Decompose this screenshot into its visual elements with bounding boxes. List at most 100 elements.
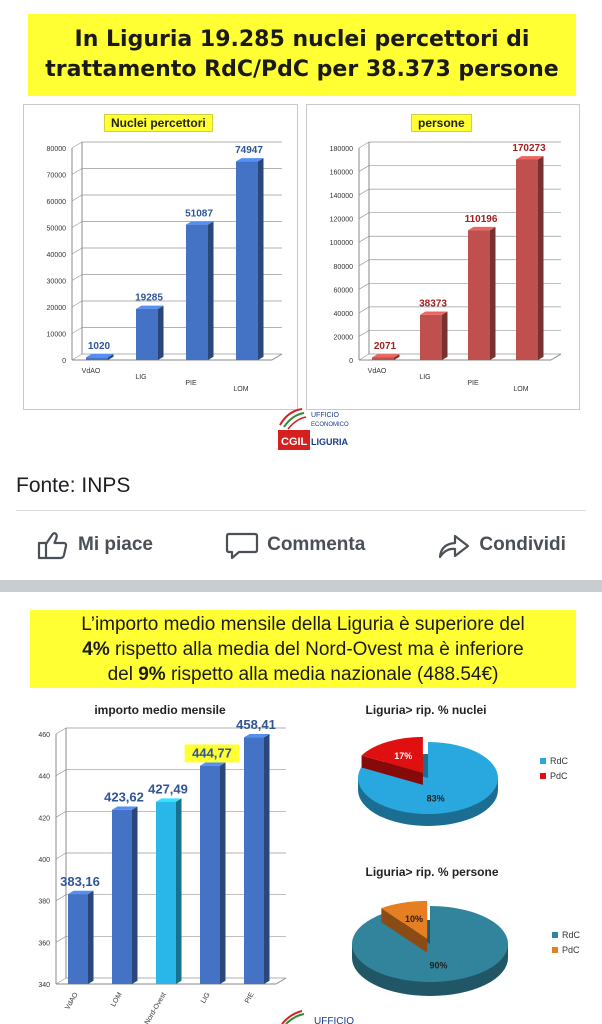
bar-top	[186, 221, 214, 225]
y-tick-label: 460	[38, 732, 50, 739]
legend-swatch	[552, 932, 558, 938]
bar-top	[468, 226, 496, 231]
x-tick-label: LOM	[513, 386, 528, 393]
grid-side-line	[358, 283, 370, 290]
data-label: 74947	[235, 145, 263, 156]
headline2-line-3-rest: rispetto alla media nazionale (488.54€)	[165, 663, 499, 685]
chart-nuclei: 0 10000 20000 30000 40000 50000 60000 70000 8000…	[47, 141, 283, 393]
bar-side	[490, 226, 496, 360]
logo-economico: ECONOMICO	[311, 422, 349, 428]
grid-side-line	[358, 235, 370, 243]
bar-top	[200, 762, 226, 766]
headline2-bold-4pct: 4%	[82, 638, 110, 660]
bar-side	[108, 353, 114, 360]
x-tick-label: LIG	[135, 374, 146, 381]
bar	[468, 230, 490, 360]
headline2-line-2: 4% rispetto alla media del Nord-Ovest ma…	[82, 637, 523, 662]
x-axis-depth-line	[275, 977, 287, 985]
y-tick-label: 50000	[47, 226, 67, 233]
bar-side	[88, 890, 94, 984]
post-image-nuclei[interactable]: In Liguria 19.285 nuclei percettori di t…	[0, 0, 602, 460]
headline2-line-3: del 9% rispetto alla media nazionale (48…	[108, 662, 499, 687]
chart-persone-box: persone 0 20000 40000 60000 80000 100000 12000…	[306, 104, 580, 410]
grid-side-line	[358, 141, 370, 149]
bar	[86, 357, 108, 360]
data-label: 19285	[135, 293, 163, 304]
comment-icon	[225, 532, 259, 560]
legend-swatch	[552, 947, 558, 953]
grid-side-line	[55, 811, 67, 818]
chart-importo: importo medio mensile 340 360 380 400 420 440 4…	[38, 703, 287, 1024]
grid-side-line	[71, 353, 83, 361]
bar-top	[236, 158, 264, 162]
headline2-line-1: L’importo medio mensile della Liguria è …	[81, 613, 525, 635]
post-actions-bar: Mi piace Commenta Condividi	[0, 522, 602, 568]
pie-title: Liguria> rip. % persone	[365, 865, 498, 879]
headline2-line-3-pre: del	[107, 663, 139, 685]
grid-side-line	[71, 194, 83, 202]
grid-side-line	[71, 300, 83, 308]
pie-slice-minor-side	[361, 755, 423, 785]
grid-side-line	[358, 259, 370, 267]
y-tick-label: 160000	[330, 170, 353, 177]
bar-side	[442, 311, 448, 360]
y-tick-label: 40000	[47, 252, 67, 259]
share-button[interactable]: Condividi	[437, 530, 566, 560]
y-tick-label: 30000	[47, 279, 67, 286]
bar-top	[68, 890, 94, 895]
logo-cgil: CGIL	[281, 436, 308, 448]
y-tick-label: 440	[38, 774, 50, 781]
comment-button[interactable]: Commenta	[225, 530, 365, 560]
post-image-importo[interactable]: L’importo medio mensile della Liguria è …	[0, 592, 602, 1024]
x-axis-depth-line	[550, 353, 562, 361]
bar-top	[86, 353, 114, 358]
bar-side	[132, 806, 138, 984]
bar	[236, 161, 258, 360]
headline2-line-2-rest: rispetto alla media del Nord-Ovest ma è …	[109, 638, 524, 660]
x-tick-label: LIG	[419, 374, 430, 381]
feed-separator	[0, 580, 602, 592]
share-label: Condividi	[479, 534, 566, 555]
pie-slice-pdc	[381, 900, 428, 939]
y-tick-label: 0	[62, 358, 66, 365]
legend-label: RdC	[562, 930, 581, 940]
chart-persone: 0 20000 40000 60000 80000 100000 120000 140000 1…	[330, 141, 562, 393]
grid-side-line	[71, 247, 83, 255]
y-tick-label: 100000	[330, 240, 353, 247]
chart-importo-title: importo medio mensile	[94, 703, 226, 717]
data-label: 110196	[465, 214, 498, 225]
bar	[186, 224, 208, 360]
y-tick-label: 80000	[334, 264, 354, 271]
x-axis-depth-line	[271, 353, 283, 361]
grid-side-line	[55, 977, 67, 985]
like-label: Mi piace	[78, 534, 154, 555]
bar-top	[136, 305, 164, 309]
legend-label: PdC	[562, 945, 580, 955]
x-tick-label: VdAO	[64, 991, 80, 1011]
bar-top	[244, 734, 270, 738]
x-tick-label: Nord-Ovest	[144, 991, 168, 1024]
data-label: 444,77	[192, 745, 232, 760]
pie-slice-pdc	[361, 736, 423, 773]
legend-swatch	[540, 758, 546, 764]
grid-side-line	[358, 330, 370, 337]
bar-side	[208, 221, 214, 360]
grid-side-line	[71, 221, 83, 228]
like-button[interactable]: Mi piace	[36, 530, 153, 560]
y-tick-label: 60000	[334, 287, 354, 294]
data-label: 458,41	[236, 717, 276, 732]
bar-side	[158, 305, 164, 360]
bar-top	[372, 354, 400, 358]
grid-side-line	[71, 168, 83, 175]
pie-slice-rdc	[358, 742, 498, 814]
x-tick-label: VdAO	[82, 368, 101, 375]
share-icon	[439, 534, 470, 559]
grid-side-line	[55, 894, 67, 901]
bar	[420, 314, 442, 360]
grid-side-line	[358, 353, 370, 361]
bar-side	[394, 354, 400, 360]
bar	[244, 737, 264, 984]
grid-side-line	[71, 327, 83, 334]
headline2-bold-9pct: 9%	[138, 663, 166, 685]
bar-side	[258, 158, 264, 360]
